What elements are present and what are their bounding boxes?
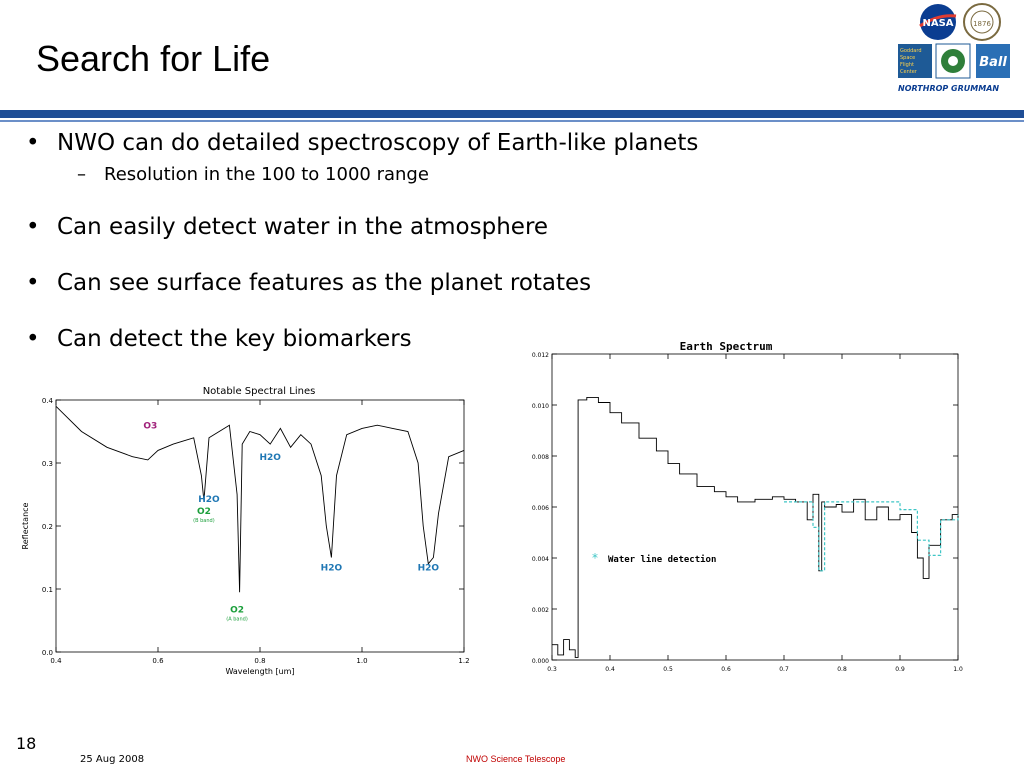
y-tick-label: 0.010 <box>532 403 549 410</box>
annotation-label: O3 <box>143 421 157 431</box>
nasa-logo-text: NASA <box>922 18 953 29</box>
bullet-marker: • <box>26 326 40 352</box>
y-tick-label: 0.0 <box>42 649 53 657</box>
x-tick-label: 1.0 <box>953 666 963 673</box>
x-tick-label: 0.7 <box>779 666 789 673</box>
series-line-2 <box>784 501 959 572</box>
sub-bullet-marker: – <box>77 164 86 185</box>
page-number: 18 <box>16 734 37 753</box>
x-tick-label: 0.5 <box>663 666 673 673</box>
bullet-text: Can easily detect water in the atmospher… <box>57 214 549 240</box>
bullet-list: • NWO can do detailed spectroscopy of Ea… <box>22 128 822 354</box>
y-tick-label: 0.1 <box>42 586 53 594</box>
footer-date: 25 Aug 2008 <box>80 754 145 765</box>
emblem-logo <box>935 43 971 79</box>
bullet-item: • Can detect the key biomarkers <box>22 324 822 354</box>
annotation-note: (A band) <box>226 616 248 622</box>
x-axis-label: Wavelength [um] <box>225 667 294 676</box>
x-tick-label: 1.2 <box>458 657 469 665</box>
footer-title: NWO Science Telescope <box>466 754 566 764</box>
earth-spectrum-chart: Earth Spectrum 0.3 0.4 0.5 0.6 0.7 0.8 0.9 1.00… <box>532 340 963 673</box>
bullet-item: • Can easily detect water in the atmosph… <box>22 212 822 242</box>
annotation-label: H2O <box>259 453 281 463</box>
x-tick-label: 0.6 <box>721 666 731 673</box>
y-axis-label: Reflectance <box>21 502 30 549</box>
bullet-item: • NWO can do detailed spectroscopy of Ea… <box>22 128 822 158</box>
y-tick-label: 0.002 <box>532 607 549 614</box>
annotation-label: H2O <box>321 564 343 574</box>
y-tick-label: 0.000 <box>532 658 549 665</box>
bullet-marker: • <box>26 214 40 240</box>
x-tick-label: 0.3 <box>547 666 557 673</box>
partner-logos-svg: NASA 1876 Goddard Space Flight Center Ba… <box>898 3 1010 93</box>
ball-logo-text: Ball <box>979 55 1007 70</box>
goddard-line-4: Center <box>900 69 918 75</box>
bullet-item: • Can see surface features as the planet… <box>22 268 822 298</box>
sub-bullet-item: – Resolution in the 100 to 1000 range <box>22 162 822 188</box>
title-rule <box>0 110 1024 118</box>
seal-year: 1876 <box>973 20 991 28</box>
bullet-text: Can detect the key biomarkers <box>57 326 412 352</box>
bullet-text: Can see surface features as the planet r… <box>57 270 592 296</box>
y-tick-label: 0.012 <box>532 352 549 359</box>
y-tick-label: 0.4 <box>42 397 54 405</box>
legend-label: Water line detection <box>608 554 716 565</box>
y-tick-label: 0.008 <box>532 454 549 461</box>
plot-frame <box>55 399 465 653</box>
x-tick-label: 0.8 <box>254 657 265 665</box>
x-tick-label: 0.4 <box>50 657 62 665</box>
nasa-logo: NASA <box>919 4 957 40</box>
bullet-marker: • <box>26 130 40 156</box>
spectrum-series <box>552 396 959 658</box>
x-tick-label: 0.4 <box>605 666 615 673</box>
goddard-line-3: Flight <box>900 62 914 68</box>
slide-title: Search for Life <box>36 38 271 79</box>
chart-title: Notable Spectral Lines <box>203 386 316 397</box>
sub-bullet-text: Resolution in the 100 to 1000 range <box>104 164 429 185</box>
x-tick-label: 0.6 <box>152 657 164 665</box>
axis-ticks: 0.4 0.6 0.8 1.0 1.2 0.0 0.1 0.2 0.3 0.4 <box>42 397 470 665</box>
goddard-line-1: Goddard <box>900 48 922 54</box>
annotation-label: O2 <box>197 507 211 517</box>
goddard-line-2: Space <box>900 55 915 61</box>
x-tick-label: 0.8 <box>837 666 847 673</box>
annotation-label: H2O <box>198 495 220 505</box>
annotation-label: O2 <box>230 605 244 615</box>
series-line-1 <box>55 405 465 593</box>
series-line-1 <box>552 396 959 658</box>
plot-frame <box>551 353 959 661</box>
spectral-lines-chart: Notable Spectral Lines 0.4 0.6 0.8 1.0 1.20.… <box>21 386 470 676</box>
legend-symbol: * <box>592 551 598 565</box>
ball-logo: Ball <box>976 44 1010 78</box>
annotation-note: (B band) <box>193 518 215 524</box>
chart-title: Earth Spectrum <box>680 340 773 353</box>
title-rule-thin <box>0 120 1024 122</box>
spectrum-series <box>55 405 465 593</box>
y-tick-label: 0.004 <box>532 556 549 563</box>
y-tick-label: 0.2 <box>42 523 53 531</box>
annotation-label: H2O <box>418 564 440 574</box>
axis-ticks: 0.3 0.4 0.5 0.6 0.7 0.8 0.9 1.0 0.000 0.002 0.004 0… <box>532 352 963 673</box>
university-seal: 1876 <box>963 3 1001 41</box>
x-tick-label: 0.9 <box>895 666 905 673</box>
goddard-logo: Goddard Space Flight Center <box>898 44 932 78</box>
y-tick-label: 0.3 <box>42 460 53 468</box>
y-tick-label: 0.006 <box>532 505 549 512</box>
bullet-text: NWO can do detailed spectroscopy of Eart… <box>57 130 699 156</box>
bullet-marker: • <box>26 270 40 296</box>
x-tick-label: 1.0 <box>356 657 367 665</box>
partner-logos: NASA 1876 Goddard Space Flight Center Ba… <box>890 0 1024 100</box>
northrop-logo-text: NORTHROP GRUMMAN <box>898 84 999 93</box>
